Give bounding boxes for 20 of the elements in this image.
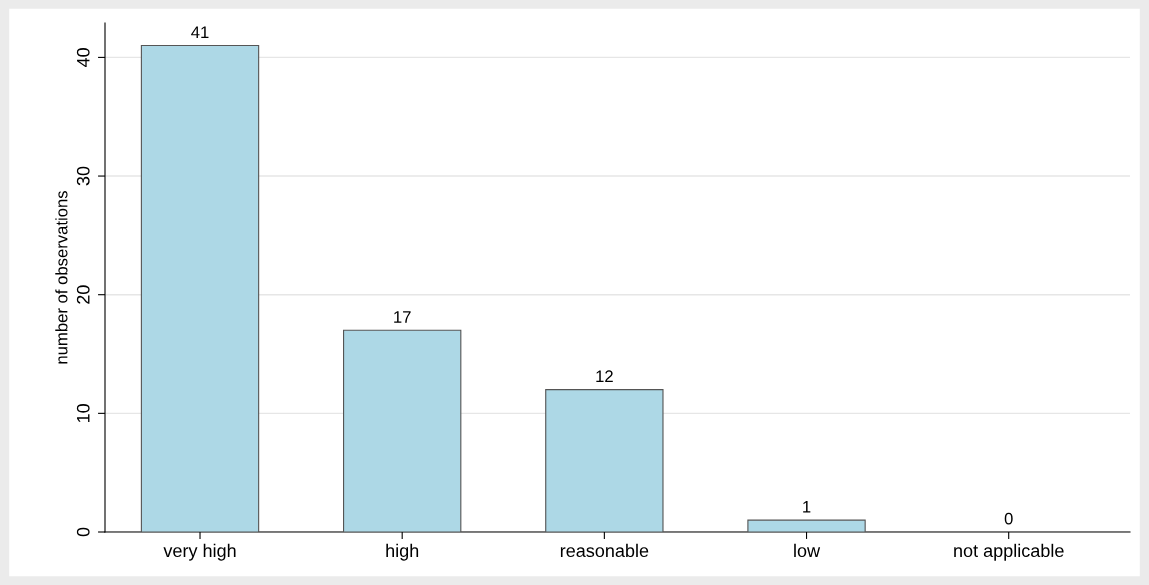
x-tick-label: low <box>794 543 821 558</box>
data-label: 41 <box>191 26 209 38</box>
x-tick-label: very high <box>163 543 236 561</box>
y-tick-label: 30 <box>76 166 90 186</box>
y-axis-title: number of observations <box>55 191 68 364</box>
bar <box>343 329 462 532</box>
y-tick-label: 20 <box>76 285 90 304</box>
bar <box>140 44 260 532</box>
x-tick-label: not applicable <box>954 543 1064 561</box>
bar <box>545 389 664 532</box>
bar <box>747 519 866 532</box>
data-label: 17 <box>394 311 411 323</box>
y-tick-label: 0 <box>76 527 90 537</box>
data-label: 1 <box>803 501 811 513</box>
x-tick-label: reasonable <box>560 543 649 558</box>
y-tick-label: 10 <box>76 404 90 423</box>
data-label: 12 <box>596 370 613 382</box>
data-label: 0 <box>1004 512 1013 525</box>
x-tick-label: high <box>386 543 419 561</box>
y-tick-label: 40 <box>76 48 90 68</box>
